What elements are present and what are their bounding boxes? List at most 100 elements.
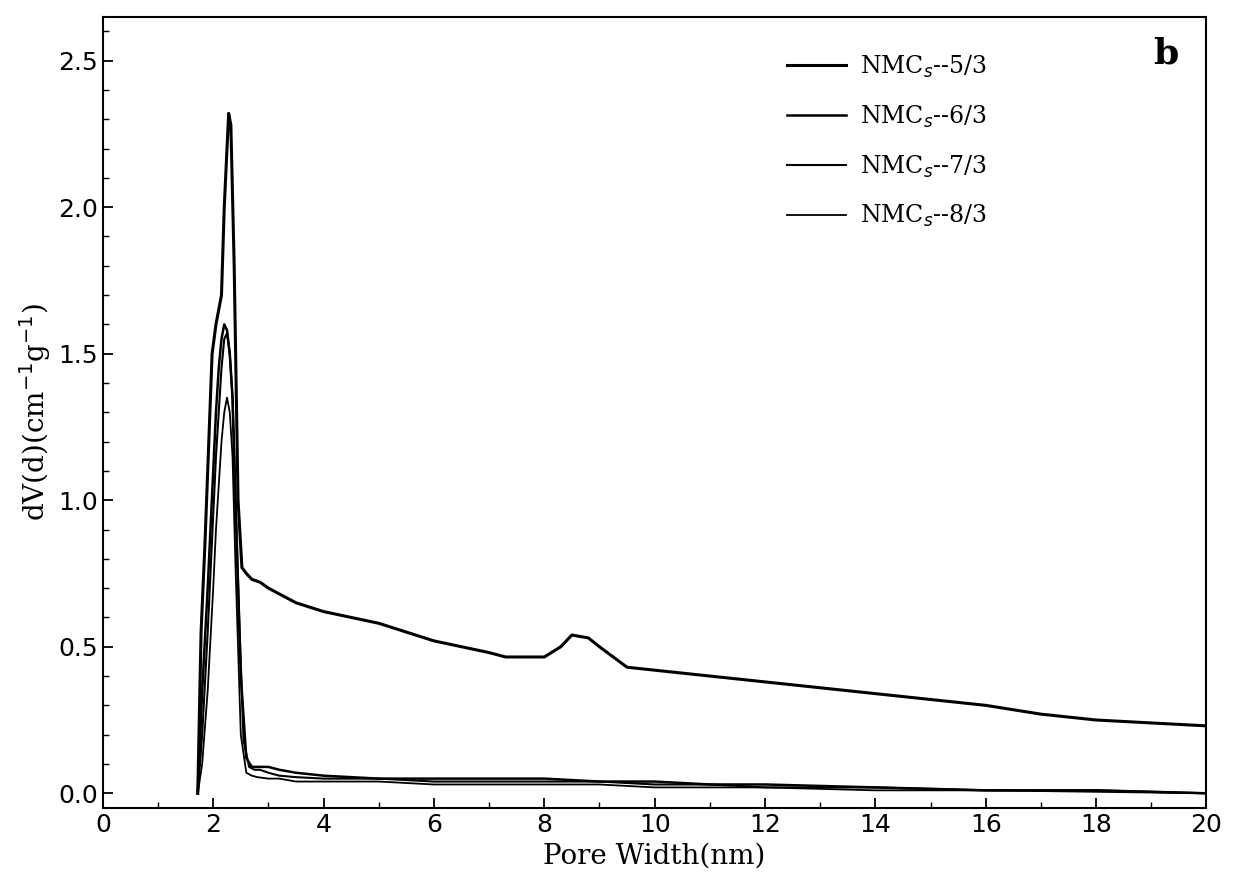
NMC$_s$--5/3 [227, 260, 242, 271]
NMC$_s$--5/3 [757, 677, 772, 688]
NMC$_s$--8/3 [222, 407, 237, 417]
NMC$_s$--7/3 [217, 334, 232, 345]
NMC$_s$--5/3 [239, 568, 254, 579]
NMC$_s$--8/3 [316, 776, 331, 787]
NMC$_s$--7/3 [247, 765, 261, 775]
NMC$_s$--8/3 [212, 480, 227, 491]
NMC$_s$--7/3 [979, 785, 994, 796]
NMC$_s$--7/3 [237, 735, 252, 746]
NMC$_s$--6/3 [217, 319, 232, 330]
NMC$_s$--8/3 [191, 788, 206, 798]
NMC$_s$--7/3 [253, 765, 268, 775]
NMC$_s$--5/3 [498, 652, 513, 663]
NMC$_s$--6/3 [1199, 788, 1214, 798]
NMC$_s$--6/3 [536, 773, 551, 784]
NMC$_s$--6/3 [206, 465, 221, 476]
NMC$_s$--7/3 [703, 779, 717, 789]
NMC$_s$--5/3 [536, 652, 551, 663]
NMC$_s$--5/3 [343, 612, 358, 623]
Line: NMC$_s$--7/3: NMC$_s$--7/3 [198, 333, 1207, 793]
NMC$_s$--5/3 [482, 648, 497, 658]
NMC$_s$--5/3 [253, 577, 268, 587]
NMC$_s$--8/3 [239, 767, 254, 778]
NMC$_s$--5/3 [813, 682, 828, 693]
NMC$_s$--5/3 [193, 626, 208, 637]
NMC$_s$--6/3 [261, 762, 276, 773]
NMC$_s$--8/3 [536, 779, 551, 789]
NMC$_s$--7/3 [289, 772, 304, 782]
NMC$_s$--7/3 [647, 779, 662, 789]
NMC$_s$--8/3 [372, 776, 387, 787]
NMC$_s$--6/3 [647, 776, 662, 787]
NMC$_s$--6/3 [372, 773, 387, 784]
X-axis label: Pore Width(nm): Pore Width(nm) [544, 843, 766, 869]
NMC$_s$--8/3 [1089, 787, 1104, 797]
NMC$_s$--5/3 [923, 694, 938, 704]
NMC$_s$--5/3 [219, 144, 234, 154]
NMC$_s$--7/3 [316, 773, 331, 784]
NMC$_s$--7/3 [482, 776, 497, 787]
NMC$_s$--5/3 [592, 641, 607, 652]
NMC$_s$--8/3 [647, 782, 662, 793]
NMC$_s$--8/3 [979, 785, 994, 796]
NMC$_s$--5/3 [289, 597, 304, 608]
NMC$_s$--7/3 [867, 782, 882, 793]
NMC$_s$--6/3 [244, 762, 259, 773]
NMC$_s$--5/3 [273, 588, 287, 599]
NMC$_s$--6/3 [250, 762, 265, 773]
NMC$_s$--8/3 [482, 779, 497, 789]
NMC$_s$--5/3 [647, 664, 662, 675]
NMC$_s$--6/3 [255, 762, 270, 773]
NMC$_s$--5/3 [565, 630, 580, 641]
NMC$_s$--6/3 [316, 770, 331, 781]
NMC$_s$--6/3 [225, 392, 240, 403]
NMC$_s$--7/3 [195, 729, 209, 740]
NMC$_s$--8/3 [208, 525, 223, 535]
NMC$_s$--8/3 [228, 554, 243, 564]
NMC$_s$--6/3 [222, 348, 237, 359]
NMC$_s$--5/3 [1033, 709, 1048, 719]
NMC$_s$--7/3 [222, 348, 237, 359]
NMC$_s$--5/3 [208, 319, 223, 330]
NMC$_s$--5/3 [703, 671, 717, 681]
NMC$_s$--5/3 [191, 788, 206, 798]
NMC$_s$--6/3 [703, 779, 717, 789]
NMC$_s$--6/3 [212, 363, 227, 374]
NMC$_s$--5/3 [234, 563, 249, 573]
Line: NMC$_s$--8/3: NMC$_s$--8/3 [198, 398, 1207, 793]
NMC$_s$--5/3 [525, 652, 540, 663]
NMC$_s$--7/3 [592, 776, 607, 787]
NMC$_s$--6/3 [191, 788, 206, 798]
NMC$_s$--8/3 [219, 392, 234, 403]
NMC$_s$--6/3 [482, 773, 497, 784]
NMC$_s$--5/3 [554, 641, 569, 652]
NMC$_s$--7/3 [212, 407, 227, 417]
NMC$_s$--7/3 [201, 626, 216, 637]
NMC$_s$--7/3 [232, 626, 247, 637]
NMC$_s$--6/3 [979, 785, 994, 796]
NMC$_s$--5/3 [230, 495, 245, 506]
NMC$_s$--5/3 [202, 436, 217, 447]
NMC$_s$--6/3 [757, 779, 772, 789]
NMC$_s$--8/3 [233, 729, 248, 740]
Text: b: b [1154, 36, 1178, 71]
NMC$_s$--5/3 [214, 290, 229, 300]
NMC$_s$--7/3 [536, 776, 551, 787]
NMC$_s$--6/3 [426, 773, 441, 784]
NMC$_s$--5/3 [223, 120, 238, 130]
NMC$_s$--8/3 [1199, 788, 1214, 798]
NMC$_s$--5/3 [453, 641, 468, 652]
NMC$_s$--8/3 [214, 436, 229, 447]
NMC$_s$--7/3 [261, 767, 276, 778]
NMC$_s$--8/3 [195, 758, 209, 769]
NMC$_s$--8/3 [201, 686, 216, 696]
NMC$_s$--8/3 [273, 773, 287, 784]
NMC$_s$--8/3 [426, 779, 441, 789]
NMC$_s$--8/3 [289, 776, 304, 787]
NMC$_s$--8/3 [244, 770, 259, 781]
NMC$_s$--7/3 [214, 363, 229, 374]
NMC$_s$--6/3 [208, 407, 223, 417]
NMC$_s$--5/3 [1199, 720, 1214, 731]
NMC$_s$--7/3 [1199, 788, 1214, 798]
NMC$_s$--5/3 [261, 583, 276, 594]
